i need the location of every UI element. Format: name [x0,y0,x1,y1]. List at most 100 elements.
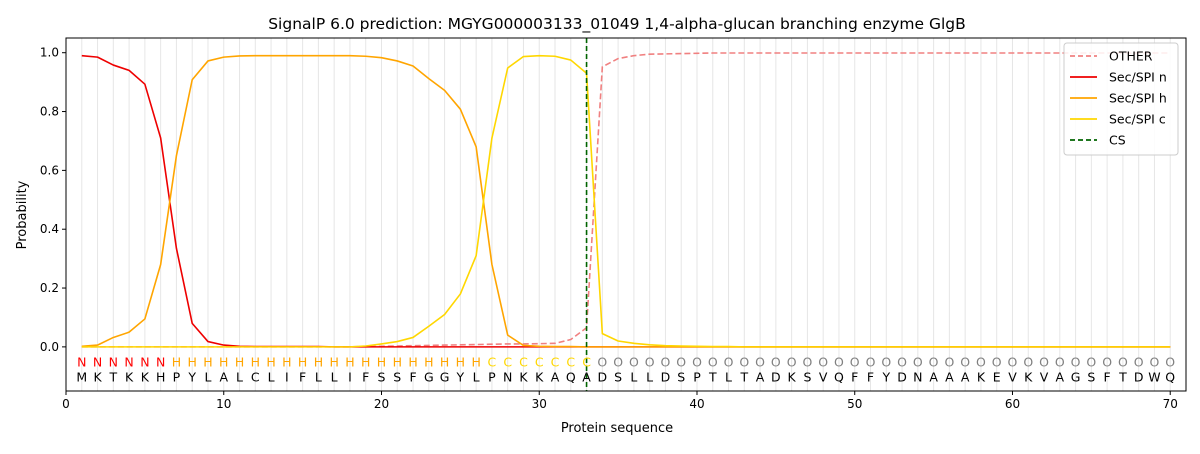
series-line-sec-spi-h [81,54,1171,348]
amino-acid-letter: I [285,369,289,384]
amino-acid-letter: L [630,369,637,384]
region-label: O [960,355,970,370]
region-label: H [329,355,338,370]
region-label: H [172,355,181,370]
amino-acid-letter: L [268,369,275,384]
amino-acid-letter: S [677,369,685,384]
region-label: N [124,355,133,370]
amino-acid-letter: S [1087,369,1095,384]
x-tick-label: 50 [847,397,862,411]
amino-acid-letter: V [1040,369,1049,384]
amino-acid-letter: Q [1165,369,1175,384]
amino-acid-letter: F [362,369,369,384]
region-label: O [944,355,954,370]
amino-acid-letter: D [897,369,907,384]
amino-acid-letter: G [1071,369,1081,384]
amino-acid-letter: K [535,369,544,384]
region-label: N [93,355,102,370]
amino-acid-letter: T [1118,369,1127,384]
region-label: O [1086,355,1096,370]
region-label: H [377,355,386,370]
amino-acid-letter: K [977,369,986,384]
region-label: O [834,355,844,370]
region-label: O [755,355,765,370]
region-label: O [771,355,781,370]
amino-acid-letter: P [488,369,496,384]
y-tick-label: 0.4 [40,222,59,236]
region-label: O [692,355,702,370]
legend-entry: OTHER [1109,49,1153,64]
amino-acid-letter: F [1104,369,1111,384]
region-label: N [77,355,86,370]
amino-acid-letter: A [551,369,560,384]
region-label: H [251,355,260,370]
legend-entry: Sec/SPI c [1109,112,1166,127]
amino-acid-letter: L [331,369,338,384]
region-label: N [140,355,149,370]
region-label: O [850,355,860,370]
legend-entry: CS [1109,133,1126,148]
amino-acid-letter: L [315,369,322,384]
amino-acid-letter: L [236,369,243,384]
amino-acid-letter: D [661,369,671,384]
y-tick-label: 0.0 [40,340,59,354]
amino-acid-letter: F [409,369,416,384]
amino-acid-letter: A [219,369,228,384]
x-tick-label: 0 [62,397,70,411]
amino-acid-letter: F [851,369,858,384]
region-label: O [708,355,718,370]
x-axis-label: Protein sequence [561,421,673,436]
region-label: C [503,355,512,370]
amino-acid-letter: N [503,369,512,384]
amino-acid-letter: F [299,369,306,384]
region-label: H [456,355,465,370]
region-label: H [266,355,275,370]
region-label: N [109,355,118,370]
region-label: C [551,355,560,370]
amino-acid-letter: L [725,369,732,384]
region-label: O [1165,355,1175,370]
region-label: H [203,355,212,370]
region-label: O [1055,355,1065,370]
region-label: O [1023,355,1033,370]
amino-acid-letter: S [803,369,811,384]
amino-acid-letter: M [76,369,87,384]
region-label: O [739,355,749,370]
region-label: O [1008,355,1018,370]
region-label: O [881,355,891,370]
region-label: H [393,355,402,370]
amino-acid-letter: Q [834,369,844,384]
region-label: H [345,355,354,370]
region-label: O [913,355,923,370]
amino-acid-letter: S [393,369,401,384]
x-tick-label: 10 [216,397,231,411]
amino-acid-letter: A [945,369,954,384]
legend: OTHER Sec/SPI n Sec/SPI h Sec/SPI c CS [1063,42,1179,156]
region-label: O [676,355,686,370]
region-label: C [582,355,591,370]
region-label: C [566,355,575,370]
amino-acid-letter: G [440,369,450,384]
amino-acid-letter: A [582,369,591,384]
amino-acid-letter: D [771,369,781,384]
amino-acid-letter: Q [566,369,576,384]
legend-entry: Sec/SPI h [1109,91,1167,106]
region-label: O [629,355,639,370]
region-label: H [408,355,417,370]
amino-acid-letter: K [125,369,134,384]
amino-acid-letter: A [961,369,970,384]
amino-acid-letter: L [646,369,653,384]
region-label: O [992,355,1002,370]
region-label: O [613,355,623,370]
amino-acid-letter: P [173,369,181,384]
amino-acid-letter: P [693,369,701,384]
region-label: O [866,355,876,370]
chart-title: SignalP 6.0 prediction: MGYG000003133_01… [268,15,966,34]
region-label: H [219,355,228,370]
region-label: O [1150,355,1160,370]
amino-acid-letter: L [204,369,211,384]
region-label: H [282,355,291,370]
region-label: O [1039,355,1049,370]
amino-acid-letter: K [788,369,797,384]
